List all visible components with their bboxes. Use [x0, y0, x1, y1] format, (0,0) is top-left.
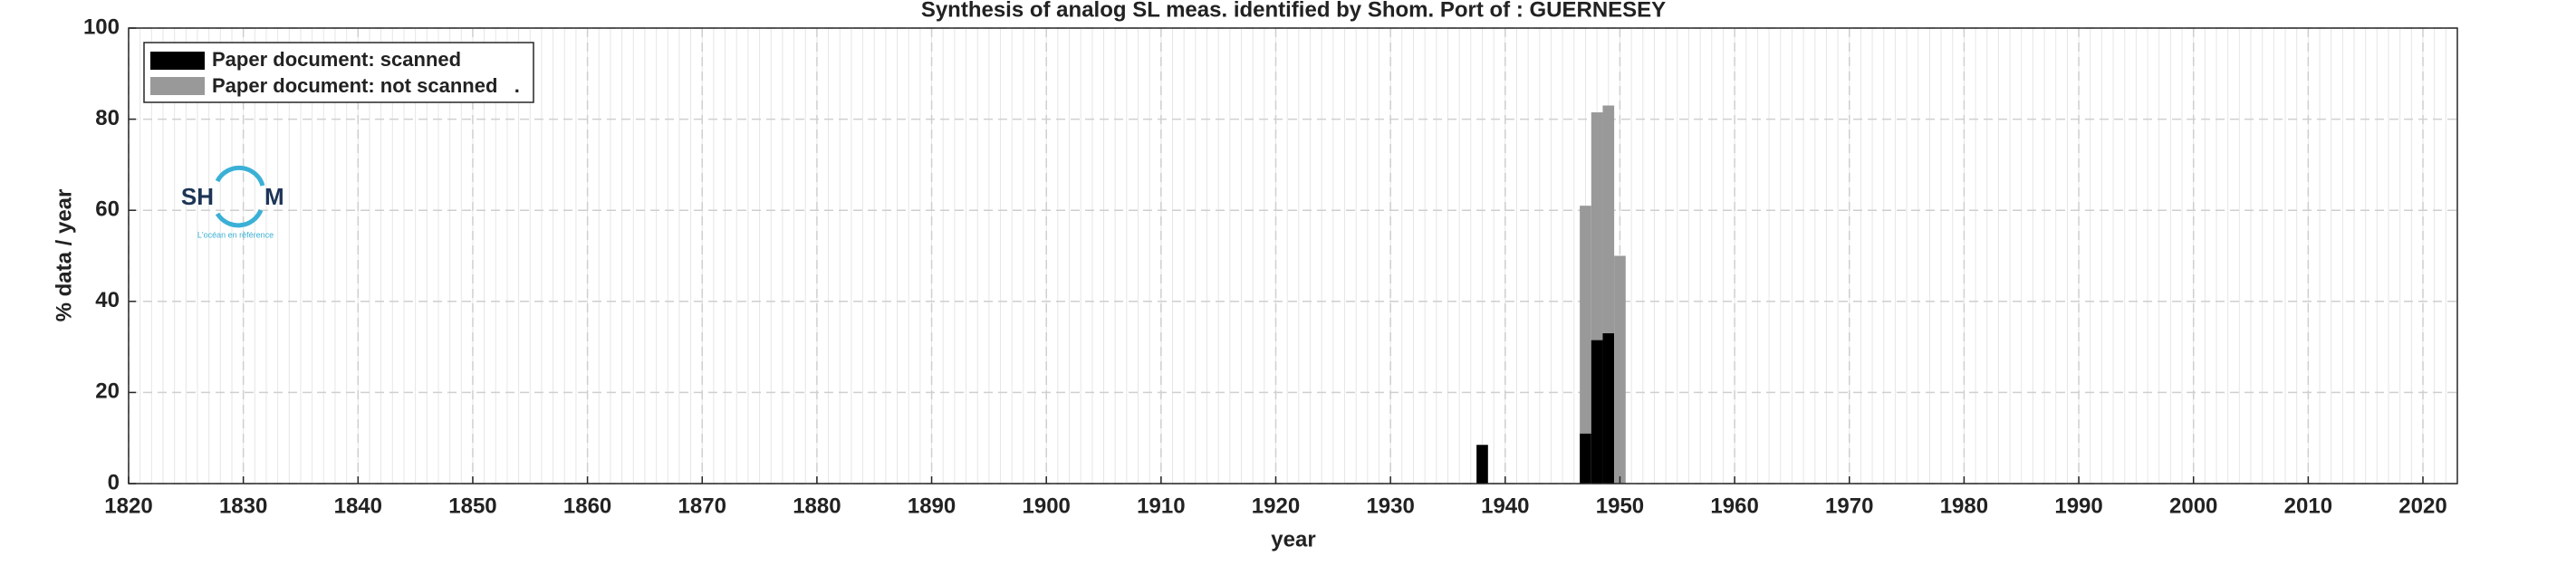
x-tick-label: 1890: [908, 494, 956, 518]
bar: [1580, 206, 1591, 434]
x-tick-label: 1950: [1596, 494, 1644, 518]
x-tick-label: 1830: [219, 494, 267, 518]
x-tick-label: 1920: [1252, 494, 1300, 518]
x-tick-label: 1900: [1023, 494, 1071, 518]
logo-tagline: L'océan en référence: [197, 230, 274, 239]
logo-arc: [215, 165, 265, 187]
x-tick-label: 1870: [678, 494, 726, 518]
x-tick-label: 2010: [2284, 494, 2332, 518]
x-tick-label: 1990: [2054, 494, 2102, 518]
bar: [1580, 433, 1591, 484]
logo: SH M L'océan en référence: [181, 165, 284, 239]
x-tick-label: 1820: [104, 494, 152, 518]
legend-box: [143, 42, 534, 103]
x-tick-label: 1970: [1825, 494, 1873, 518]
chart-title: Synthesis of analog SL meas. identified …: [921, 0, 1666, 22]
x-tick-label: 2020: [2398, 494, 2446, 518]
x-tick-label: 2000: [2169, 494, 2217, 518]
legend: Paper document: scanned Paper document: …: [143, 42, 534, 103]
x-tick-label: 1880: [793, 494, 841, 518]
y-axis-label: % data / year: [52, 189, 76, 322]
bar: [1602, 333, 1615, 484]
logo-arc: [215, 208, 264, 228]
grid: [128, 27, 2458, 484]
bar: [1591, 340, 1603, 484]
bar: [1476, 445, 1488, 484]
x-tick-label: 1980: [1940, 494, 1988, 518]
x-tick-label: 1850: [448, 494, 496, 518]
legend-label: Paper document: scanned: [212, 48, 461, 71]
y-tick-label: 20: [95, 379, 120, 404]
y-tick-label: 80: [95, 106, 120, 130]
x-tick-label: 1860: [563, 494, 611, 518]
logo-text: M: [264, 183, 284, 210]
y-tick-label: 60: [95, 197, 120, 222]
y-tick-label: 100: [83, 14, 120, 39]
bar: [1591, 112, 1603, 341]
y-tick-label: 0: [108, 470, 120, 494]
bar: [1614, 255, 1626, 484]
legend-label: Paper document: not scanned .: [212, 74, 520, 97]
legend-swatch: [150, 77, 205, 95]
bars: [1476, 105, 1626, 484]
x-tick-label: 1910: [1137, 494, 1185, 518]
x-tick-label: 1940: [1481, 494, 1529, 518]
x-axis-label: year: [1271, 527, 1315, 552]
bar: [1602, 105, 1615, 334]
y-tick-label: 40: [95, 288, 120, 312]
x-tick-label: 1960: [1710, 494, 1758, 518]
x-tick-label: 1930: [1366, 494, 1414, 518]
x-tick-label: 1840: [334, 494, 382, 518]
legend-swatch: [150, 52, 205, 70]
axes-frame: [128, 27, 2458, 484]
logo-text: SH: [181, 183, 214, 210]
